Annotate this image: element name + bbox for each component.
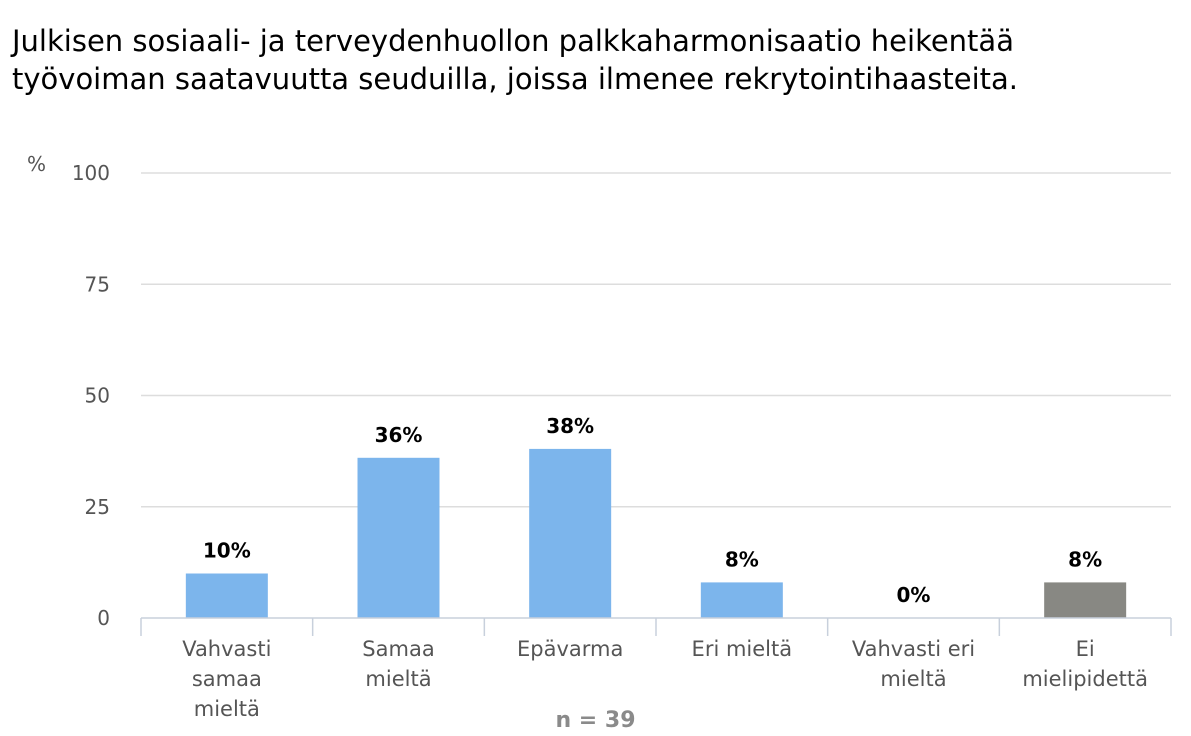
category-label-line: mieltä [194, 697, 260, 721]
bar [1044, 582, 1127, 618]
category-label-line: Vahvasti [182, 637, 271, 661]
bar [357, 457, 440, 618]
y-tick-label: 100 [72, 161, 110, 185]
y-axis-unit-label: % [27, 152, 47, 176]
category-label-line: Samaa [362, 637, 434, 661]
category-labels: Vahvasti samaa mieltä Samaa mieltä Epävarma Er… [182, 637, 1148, 721]
category-label: Samaa mieltä [362, 637, 434, 691]
category-label-line: mieltä [365, 667, 431, 691]
category-label-line: mieltä [880, 667, 946, 691]
category-label: Vahvasti eri mieltä [852, 637, 975, 691]
bar [700, 582, 783, 618]
data-label: 8% [1068, 547, 1102, 571]
y-tick-label: 75 [85, 272, 110, 296]
category-label-line: Eri mieltä [692, 637, 793, 661]
y-tick-label: 50 [85, 384, 110, 408]
category-label-line: Epävarma [517, 637, 623, 661]
category-label-line: Vahvasti eri [852, 637, 975, 661]
data-label: 10% [203, 539, 251, 563]
category-label-line: Ei [1076, 637, 1095, 661]
category-label-line: mielipidettä [1022, 667, 1148, 691]
category-label: Epävarma [517, 637, 623, 661]
y-axis-tick-labels: 0 25 50 75 100 [72, 161, 110, 630]
bar [529, 448, 612, 618]
bar [185, 573, 268, 618]
category-label: Eri mieltä [692, 637, 793, 661]
chart-title: Julkisen sosiaali- ja terveydenhuollon p… [12, 24, 1018, 96]
data-label: 0% [897, 583, 931, 607]
category-label: Ei mielipidettä [1022, 637, 1148, 691]
data-labels: 10% 36% 38% 8% 0% 8% [203, 414, 1102, 607]
y-tick-label: 25 [85, 495, 110, 519]
category-label-line: samaa [192, 667, 262, 691]
category-label: Vahvasti samaa mieltä [182, 637, 271, 721]
data-label: 38% [546, 414, 594, 438]
y-tick-label: 0 [97, 606, 110, 630]
bars [185, 448, 1127, 618]
data-label: 36% [375, 423, 423, 447]
gridlines [141, 172, 1171, 508]
data-label: 8% [725, 547, 759, 571]
x-axis [140, 617, 1172, 636]
sample-size-note: n = 39 [555, 708, 636, 733]
